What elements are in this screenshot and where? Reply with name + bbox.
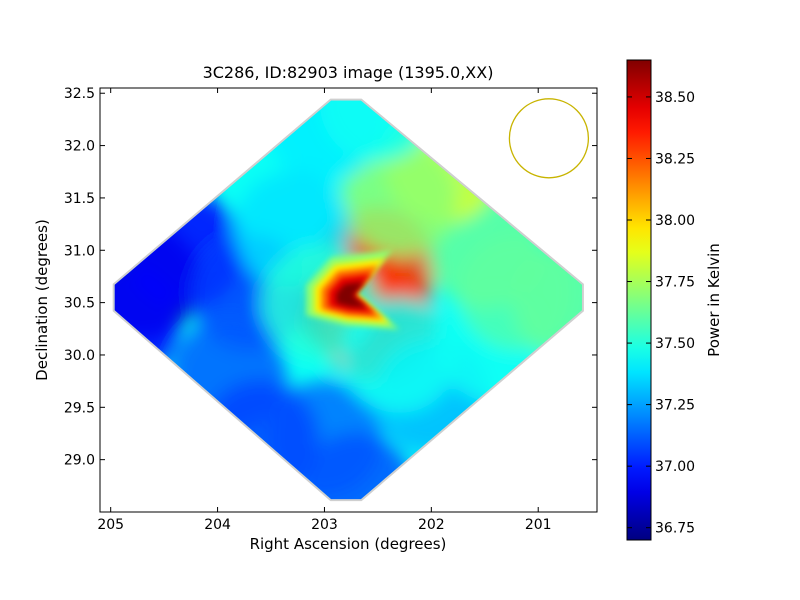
colorbar-tick-label: 37.00 bbox=[655, 459, 695, 475]
colorbar-tick-label: 38.50 bbox=[655, 90, 695, 106]
heatmap-image bbox=[112, 98, 590, 502]
y-axis-label: Declination (degrees) bbox=[33, 219, 51, 381]
x-tick-label: 203 bbox=[311, 517, 338, 533]
colorbar-tick-label: 37.75 bbox=[655, 275, 695, 291]
colorbar-tick-label: 37.25 bbox=[655, 398, 695, 414]
y-tick-label: 29.5 bbox=[64, 400, 95, 416]
colorbar-tick-label: 37.50 bbox=[655, 336, 695, 352]
beam-circle bbox=[508, 98, 590, 179]
y-tick-label: 31.5 bbox=[64, 191, 95, 207]
heat-sample bbox=[512, 244, 582, 361]
y-tick-label: 30.5 bbox=[64, 296, 95, 312]
x-tick-label: 205 bbox=[97, 517, 124, 533]
colorbar-tick-label: 36.75 bbox=[655, 521, 695, 537]
colorbar-tick-label: 38.25 bbox=[655, 151, 695, 167]
colorbar-tick-label: 38.00 bbox=[655, 213, 695, 229]
y-tick-label: 32.0 bbox=[64, 139, 95, 155]
colorbar-label: Power in Kelvin bbox=[705, 243, 723, 357]
colorbar: 36.75 37.00 37.25 37.50 37.75 38.00 38.25 38.50… bbox=[626, 59, 723, 541]
heat-sample bbox=[298, 433, 415, 500]
x-tick-label: 202 bbox=[418, 517, 445, 533]
colorbar-gradient bbox=[626, 59, 652, 541]
y-axis: 29.0 29.5 30.0 30.5 31.0 31.5 32.0 32.5 bbox=[64, 86, 597, 469]
x-axis-label: Right Ascension (degrees) bbox=[250, 535, 447, 553]
heat-sample bbox=[114, 265, 180, 382]
y-tick-label: 32.5 bbox=[64, 86, 95, 102]
x-tick-label: 204 bbox=[204, 517, 231, 533]
y-tick-label: 29.0 bbox=[64, 453, 95, 469]
peak-region bbox=[306, 249, 400, 330]
axes-frame bbox=[99, 87, 598, 513]
chart-title: 3C286, ID:82903 image (1395.0,XX) bbox=[203, 63, 494, 82]
y-tick-label: 31.0 bbox=[64, 243, 95, 259]
y-tick-label: 30.0 bbox=[64, 348, 95, 364]
x-tick-label: 201 bbox=[525, 517, 552, 533]
colorbar-ticks: 36.75 37.00 37.25 37.50 37.75 38.00 38.25 38.50 bbox=[627, 90, 695, 537]
x-axis: 205 204 203 202 201 bbox=[97, 88, 552, 533]
heat-sample bbox=[341, 139, 458, 256]
